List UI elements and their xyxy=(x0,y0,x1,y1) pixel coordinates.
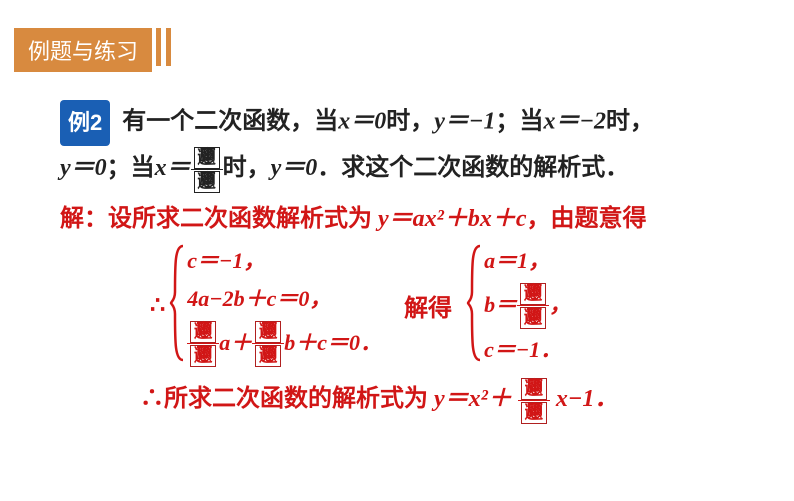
problem-line-2: y＝0；当x＝𰻝𰻝时，y＝0．求这个二次函数的解析式． xyxy=(60,146,740,193)
therefore-symbol: ∴ xyxy=(150,291,165,320)
stripe xyxy=(156,28,161,66)
math: y＝0 xyxy=(271,155,318,181)
placeholder-icon: 𰻝 xyxy=(190,345,216,367)
eq: 𰻝𰻝a＋𰻝𰻝b＋c＝0． xyxy=(187,320,382,367)
eq: c＝−1． xyxy=(484,333,571,367)
placeholder-icon: 𰻝 xyxy=(520,283,546,305)
problem-line-1: 例2 有一个二次函数，当x＝0时，y＝−1；当x＝−2时， xyxy=(60,100,740,146)
example-badge: 例2 xyxy=(60,100,110,146)
eq: 4a−2b＋c＝0， xyxy=(187,282,382,316)
solution-block: 解：设所求二次函数解析式为 y＝ax²＋bx＋c，由题意得 ∴ c＝−1， 4a… xyxy=(60,200,760,424)
final-answer: ∴所求二次函数的解析式为 y＝x²＋ 𰻝𰻝 x−1． xyxy=(140,377,760,424)
text: ∴所求二次函数的解析式为 xyxy=(140,386,434,412)
text: 有一个二次函数，当 xyxy=(122,109,338,135)
text: ，由题意得 xyxy=(527,206,647,232)
placeholder-icon: 𰻝 xyxy=(255,345,281,367)
placeholder-icon: 𰻝 xyxy=(194,147,220,169)
placeholder-icon: 𰻝 xyxy=(194,171,220,193)
text: 时， xyxy=(606,109,654,135)
system-2: a＝1， b＝𰻝𰻝， c＝−1． xyxy=(484,244,571,367)
solution-intro: 解：设所求二次函数解析式为 y＝ax²＋bx＋c，由题意得 xyxy=(60,200,760,238)
text: 解：设所求二次函数解析式为 xyxy=(60,206,378,232)
placeholder-icon: 𰻝 xyxy=(190,321,216,343)
stripe xyxy=(166,28,171,66)
text: ；当 xyxy=(495,109,543,135)
math: y＝−1 xyxy=(434,109,495,135)
eq: a＝1， xyxy=(484,244,571,278)
placeholder-icon: 𰻝 xyxy=(255,321,281,343)
placeholder-icon: 𰻝 xyxy=(521,402,547,424)
math: x＝−2 xyxy=(543,109,606,135)
fraction: 𰻝𰻝 xyxy=(187,320,219,367)
text: ．求这个二次函数的解析式． xyxy=(317,155,629,181)
fraction: 𰻝𰻝 xyxy=(252,320,284,367)
math: x＝0 xyxy=(338,109,386,135)
math: ， xyxy=(549,292,571,318)
fraction: 𰻝𰻝 xyxy=(517,282,549,329)
math: b＋c＝0． xyxy=(284,330,382,356)
math: y＝x²＋ xyxy=(434,386,512,412)
eq: c＝−1， xyxy=(187,244,382,278)
section-header: 例题与练习 xyxy=(14,28,152,72)
placeholder-icon: 𰻝 xyxy=(521,378,547,400)
math: b＝ xyxy=(484,292,517,318)
problem-block: 例2 有一个二次函数，当x＝0时，y＝−1；当x＝−2时， y＝0；当x＝𰻝𰻝时… xyxy=(60,100,740,193)
header-stripes xyxy=(146,28,171,66)
math: y＝0 xyxy=(60,155,107,181)
left-brace-icon xyxy=(466,244,484,362)
system-1: c＝−1， 4a−2b＋c＝0， 𰻝𰻝a＋𰻝𰻝b＋c＝0． xyxy=(187,244,382,367)
equation-systems: ∴ c＝−1， 4a−2b＋c＝0， 𰻝𰻝a＋𰻝𰻝b＋c＝0． 解得 a＝1， … xyxy=(150,244,760,367)
math: x＝ xyxy=(155,155,191,181)
text: 时， xyxy=(223,155,271,181)
math: y＝ax²＋bx＋c xyxy=(378,206,527,232)
text: ；当 xyxy=(107,155,155,181)
solve-label: 解得 xyxy=(404,288,452,323)
math: x−1． xyxy=(556,386,619,412)
fraction: 𰻝𰻝 xyxy=(518,377,550,424)
fraction: 𰻝𰻝 xyxy=(191,146,223,193)
left-brace-icon xyxy=(169,244,187,362)
text: 时， xyxy=(386,109,434,135)
placeholder-icon: 𰻝 xyxy=(520,307,546,329)
eq: b＝𰻝𰻝， xyxy=(484,282,571,329)
math: a＋ xyxy=(219,330,252,356)
stripe xyxy=(146,28,151,66)
